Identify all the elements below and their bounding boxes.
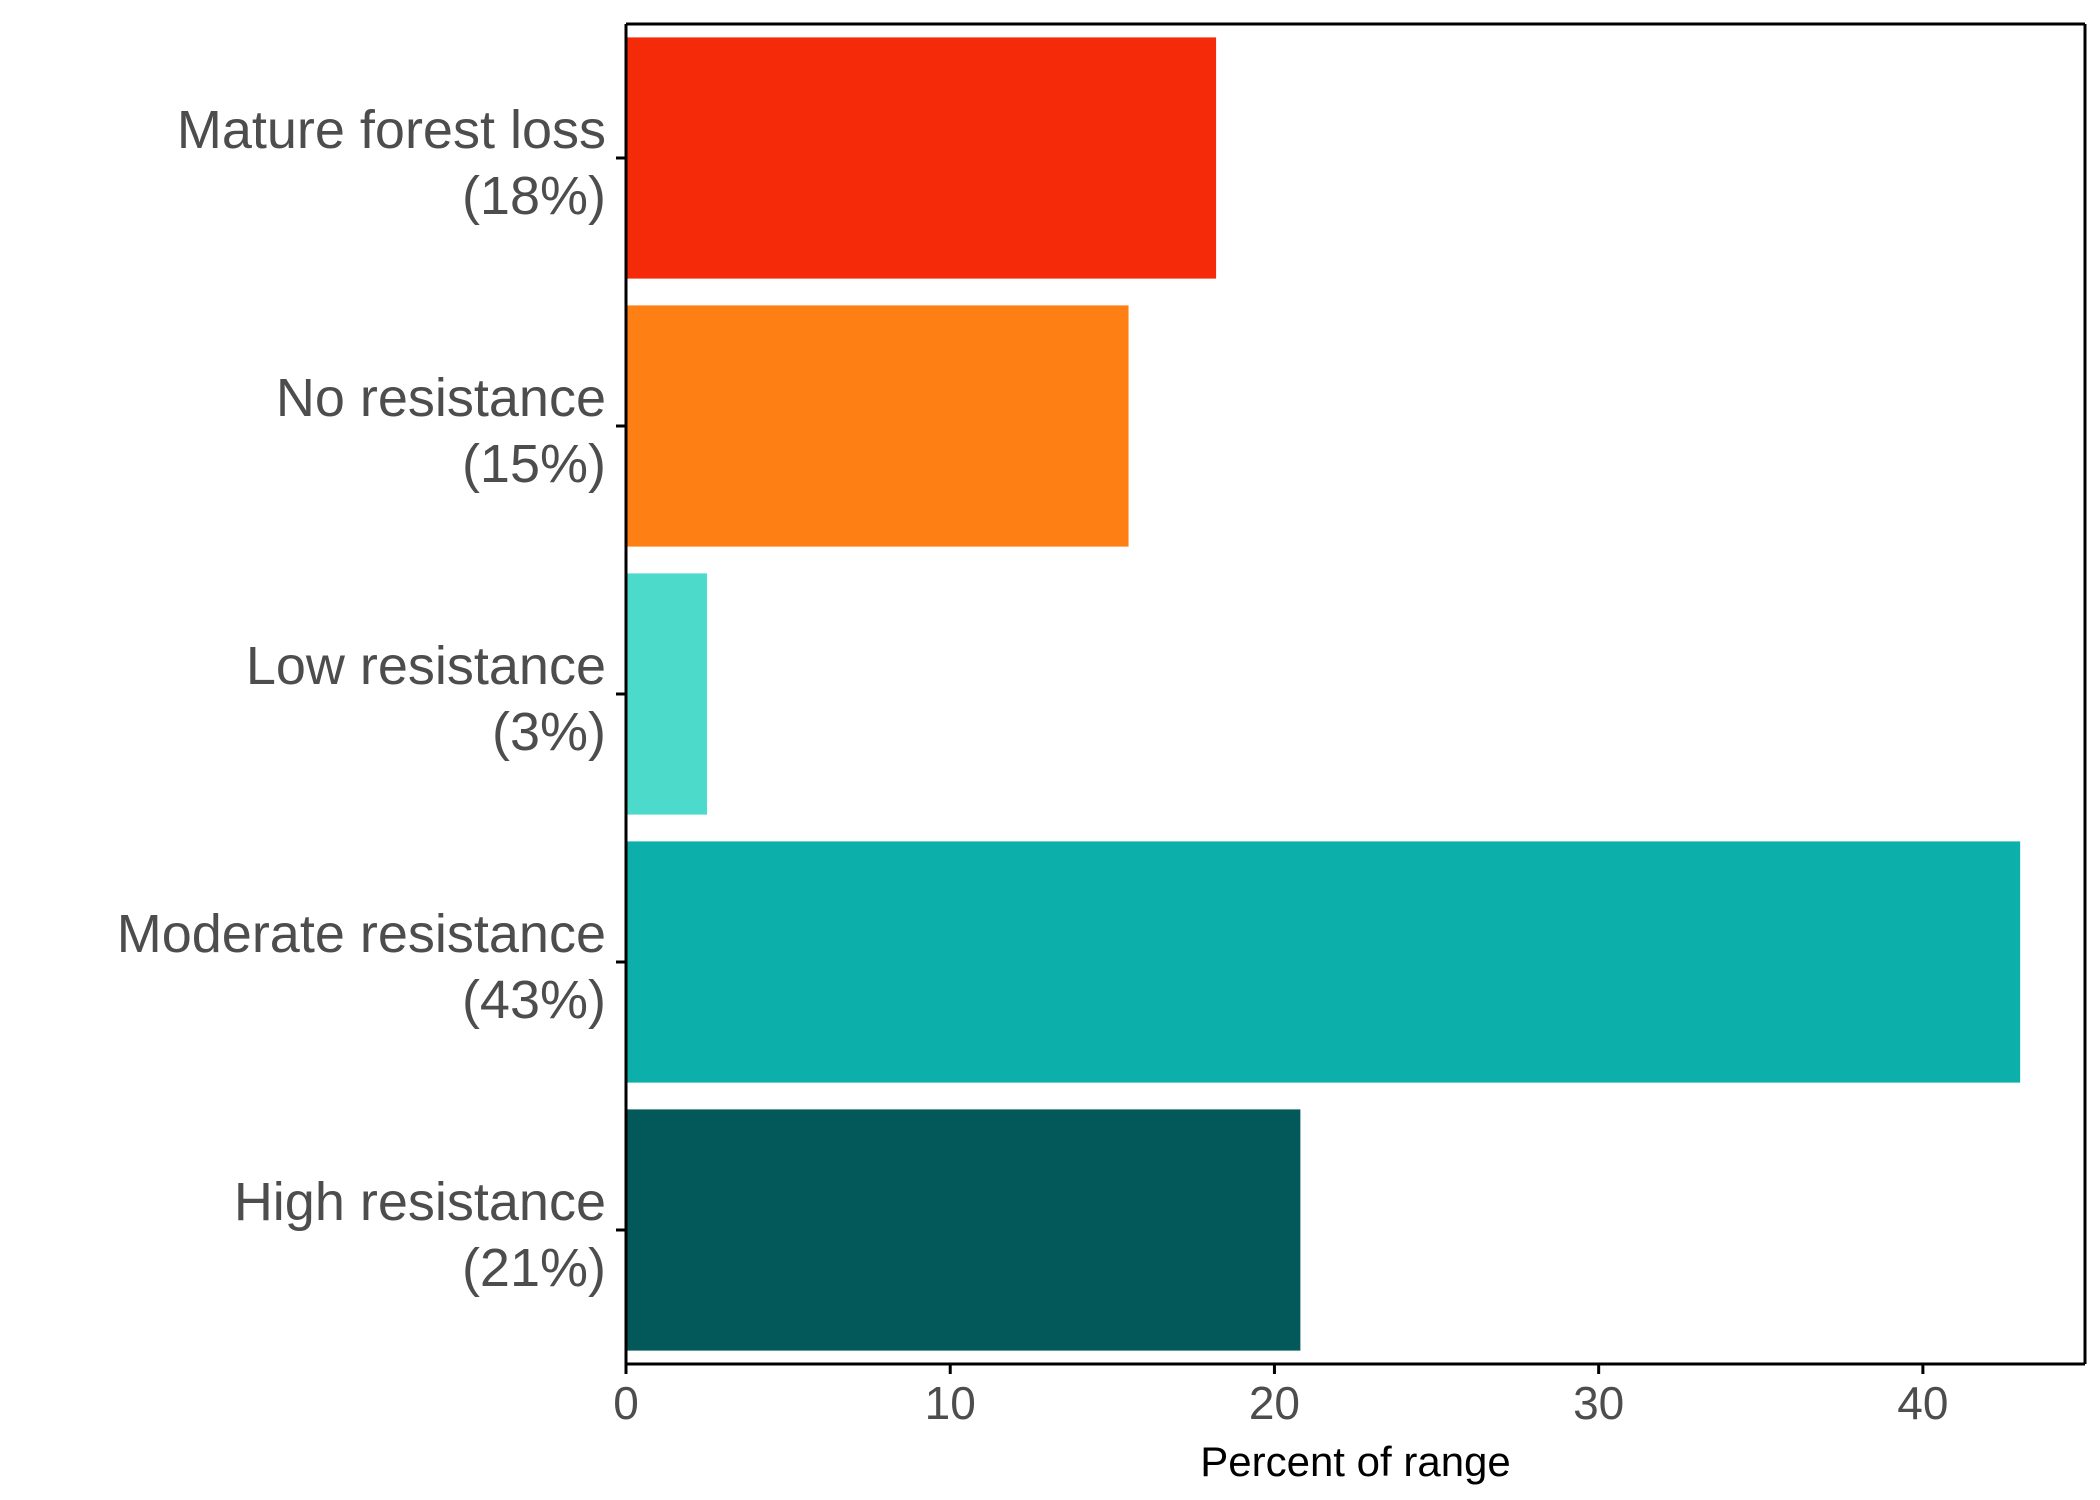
x-tick-label: 0	[613, 1377, 639, 1429]
category-name: No resistance	[276, 368, 606, 428]
x-tick-label: 20	[1249, 1377, 1300, 1429]
x-tick-label: 30	[1573, 1377, 1624, 1429]
bar-no-resistance	[626, 305, 1129, 547]
category-labels: Mature forest loss (18%) No resistance (15%…	[117, 100, 626, 1298]
category-percent: (43%)	[462, 970, 606, 1030]
category-label-no-resistance: No resistance (15%)	[276, 368, 606, 494]
category-label-low-resistance: Low resistance (3%)	[246, 636, 606, 762]
category-label-mature-forest-loss: Mature forest loss (18%)	[177, 100, 606, 226]
category-percent: (18%)	[462, 166, 606, 226]
category-name: Low resistance	[246, 636, 606, 696]
category-percent: (15%)	[462, 434, 606, 494]
category-percent: (21%)	[462, 1238, 606, 1298]
category-percent: (3%)	[492, 702, 606, 762]
bars-group	[626, 37, 2021, 1351]
x-axis: 0 10 20 30 40	[613, 1364, 1948, 1429]
x-tick-label: 10	[925, 1377, 976, 1429]
category-name: Moderate resistance	[117, 904, 606, 964]
bar-moderate-resistance	[626, 841, 2021, 1083]
bar-high-resistance	[626, 1109, 1301, 1351]
category-name: High resistance	[234, 1172, 606, 1232]
category-label-moderate-resistance: Moderate resistance (43%)	[117, 904, 606, 1030]
bar-low-resistance	[626, 573, 708, 815]
category-name: Mature forest loss	[177, 100, 606, 160]
category-label-high-resistance: High resistance (21%)	[234, 1172, 606, 1298]
x-tick-label: 40	[1897, 1377, 1948, 1429]
x-axis-title: Percent of range	[1200, 1438, 1511, 1485]
bar-mature-forest-loss	[626, 37, 1217, 279]
